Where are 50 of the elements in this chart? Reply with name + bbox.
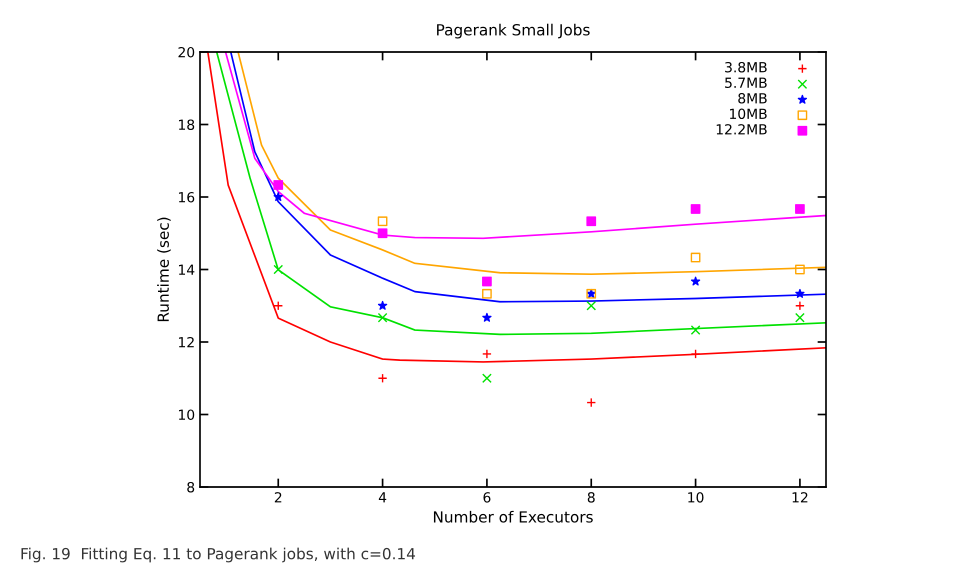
point [690, 325, 700, 335]
y-tick-label: 14 [178, 264, 194, 275]
x-tick-label: 12 [792, 492, 808, 502]
point [378, 373, 388, 384]
point [378, 300, 388, 310]
point [378, 216, 388, 226]
point [690, 252, 700, 262]
x-tick-label: 10 [688, 492, 704, 503]
point [482, 276, 492, 286]
point [586, 398, 596, 408]
y-axis-title: Runtime (sec) [157, 218, 171, 322]
x-axis-title: Number of Executors [434, 510, 593, 523]
point [795, 264, 805, 274]
caption: Fig. 19 Fitting Eq. 11 to Pagerank jobs, with c=0.14 [22, 548, 416, 562]
legend-label: 5.7MB [725, 78, 767, 88]
point [273, 300, 284, 311]
point [690, 349, 700, 359]
point [795, 204, 805, 214]
y-tick-label: 16 [178, 192, 194, 202]
x-tick-label: 8 [588, 492, 595, 503]
y-tick-label: 8 [187, 482, 194, 492]
x-tick-label: 2 [274, 492, 282, 502]
point [690, 204, 700, 214]
x-tick-label: 6 [483, 492, 490, 503]
y-tick-label: 12 [178, 336, 194, 348]
y-tick-label: 18 [178, 119, 194, 130]
legend-label: 10MB [730, 108, 767, 120]
legend-label: 3.8MB [725, 62, 767, 72]
point [690, 276, 700, 286]
point [378, 312, 388, 323]
point [482, 349, 492, 359]
point [273, 180, 284, 190]
point [273, 264, 284, 274]
point [586, 300, 596, 311]
y-tick-label: 10 [178, 409, 194, 420]
point [482, 373, 492, 384]
x-tick-label: 4 [378, 492, 386, 502]
point [795, 312, 805, 323]
point [274, 192, 283, 202]
line-series [224, 52, 826, 240]
point [378, 228, 388, 238]
y-tick-label: 20 [178, 46, 194, 58]
chart-title: Pagerank Small Jobs [437, 24, 590, 39]
point [482, 288, 492, 299]
point [795, 288, 805, 298]
legend-label: 8MB [738, 93, 767, 104]
legend-label: 12.2MB [716, 124, 767, 134]
point [586, 216, 596, 226]
point [795, 300, 805, 311]
point [482, 312, 492, 322]
